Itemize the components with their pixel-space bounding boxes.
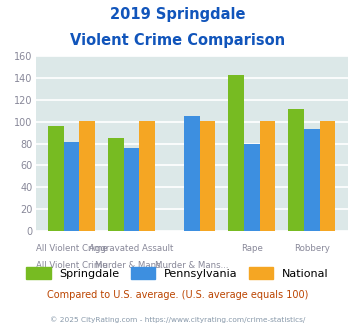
Text: 2019 Springdale: 2019 Springdale: [110, 7, 245, 21]
Text: Murder & Mans...: Murder & Mans...: [95, 261, 168, 270]
Bar: [304, 129, 320, 231]
Text: All Violent Crime: All Violent Crime: [36, 244, 107, 253]
Bar: [200, 120, 215, 231]
Bar: [320, 120, 335, 231]
Bar: [140, 120, 155, 231]
Bar: [244, 144, 260, 231]
Text: Aggravated Assault: Aggravated Assault: [89, 244, 174, 253]
Bar: [64, 143, 80, 231]
Bar: [108, 138, 124, 231]
Legend: Springdale, Pennsylvania, National: Springdale, Pennsylvania, National: [22, 263, 333, 283]
Bar: [228, 75, 244, 231]
Text: All Violent Crime: All Violent Crime: [36, 261, 107, 270]
Bar: [48, 126, 64, 231]
Text: Rape: Rape: [241, 244, 263, 253]
Text: Violent Crime Comparison: Violent Crime Comparison: [70, 33, 285, 48]
Text: Murder & Mans...: Murder & Mans...: [155, 261, 229, 270]
Bar: [288, 109, 304, 231]
Bar: [124, 148, 140, 231]
Bar: [80, 120, 95, 231]
Bar: [260, 120, 275, 231]
Text: © 2025 CityRating.com - https://www.cityrating.com/crime-statistics/: © 2025 CityRating.com - https://www.city…: [50, 317, 305, 323]
Bar: [184, 116, 200, 231]
Text: Robbery: Robbery: [294, 244, 330, 253]
Text: Compared to U.S. average. (U.S. average equals 100): Compared to U.S. average. (U.S. average …: [47, 290, 308, 300]
